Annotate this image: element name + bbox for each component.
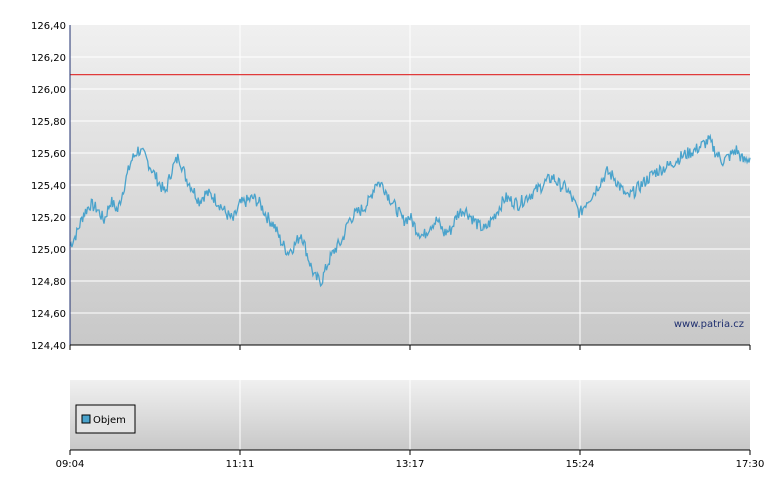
main-vertical-gridlines (239, 25, 581, 345)
price-series-line (69, 133, 751, 288)
y-tick-label: 126,40 (31, 21, 66, 32)
y-tick-label: 126,00 (31, 85, 66, 96)
x-tick-labels: 09:04 11:11 13:17 15:24 17:30 (56, 459, 765, 470)
legend-label: Objem (93, 415, 126, 426)
volume-x-tick-marks (69, 450, 751, 455)
x-tick-label: 17:30 (736, 459, 765, 470)
legend-swatch (81, 414, 91, 424)
x-tick-label: 09:04 (56, 459, 85, 470)
y-tick-label: 124,80 (31, 277, 66, 288)
volume-vertical-gridlines (239, 380, 581, 450)
y-tick-label: 125,80 (31, 117, 66, 128)
main-x-tick-marks (69, 345, 751, 350)
watermark: www.patria.cz (674, 319, 744, 330)
y-tick-label: 125,20 (31, 213, 66, 224)
y-tick-label: 124,60 (31, 309, 66, 320)
y-tick-labels: 124,40 124,60 124,80 125,00 125,20 125,40 125,… (31, 21, 66, 352)
legend: Objem (75, 404, 136, 434)
y-tick-label: 125,60 (31, 149, 66, 160)
x-tick-label: 13:17 (396, 459, 425, 470)
x-tick-label: 15:24 (566, 459, 595, 470)
y-tick-label: 126,20 (31, 53, 66, 64)
y-tick-label: 124,40 (31, 341, 66, 352)
y-tick-label: 125,40 (31, 181, 66, 192)
y-tick-label: 125,00 (31, 245, 66, 256)
x-tick-label: 11:11 (226, 459, 255, 470)
